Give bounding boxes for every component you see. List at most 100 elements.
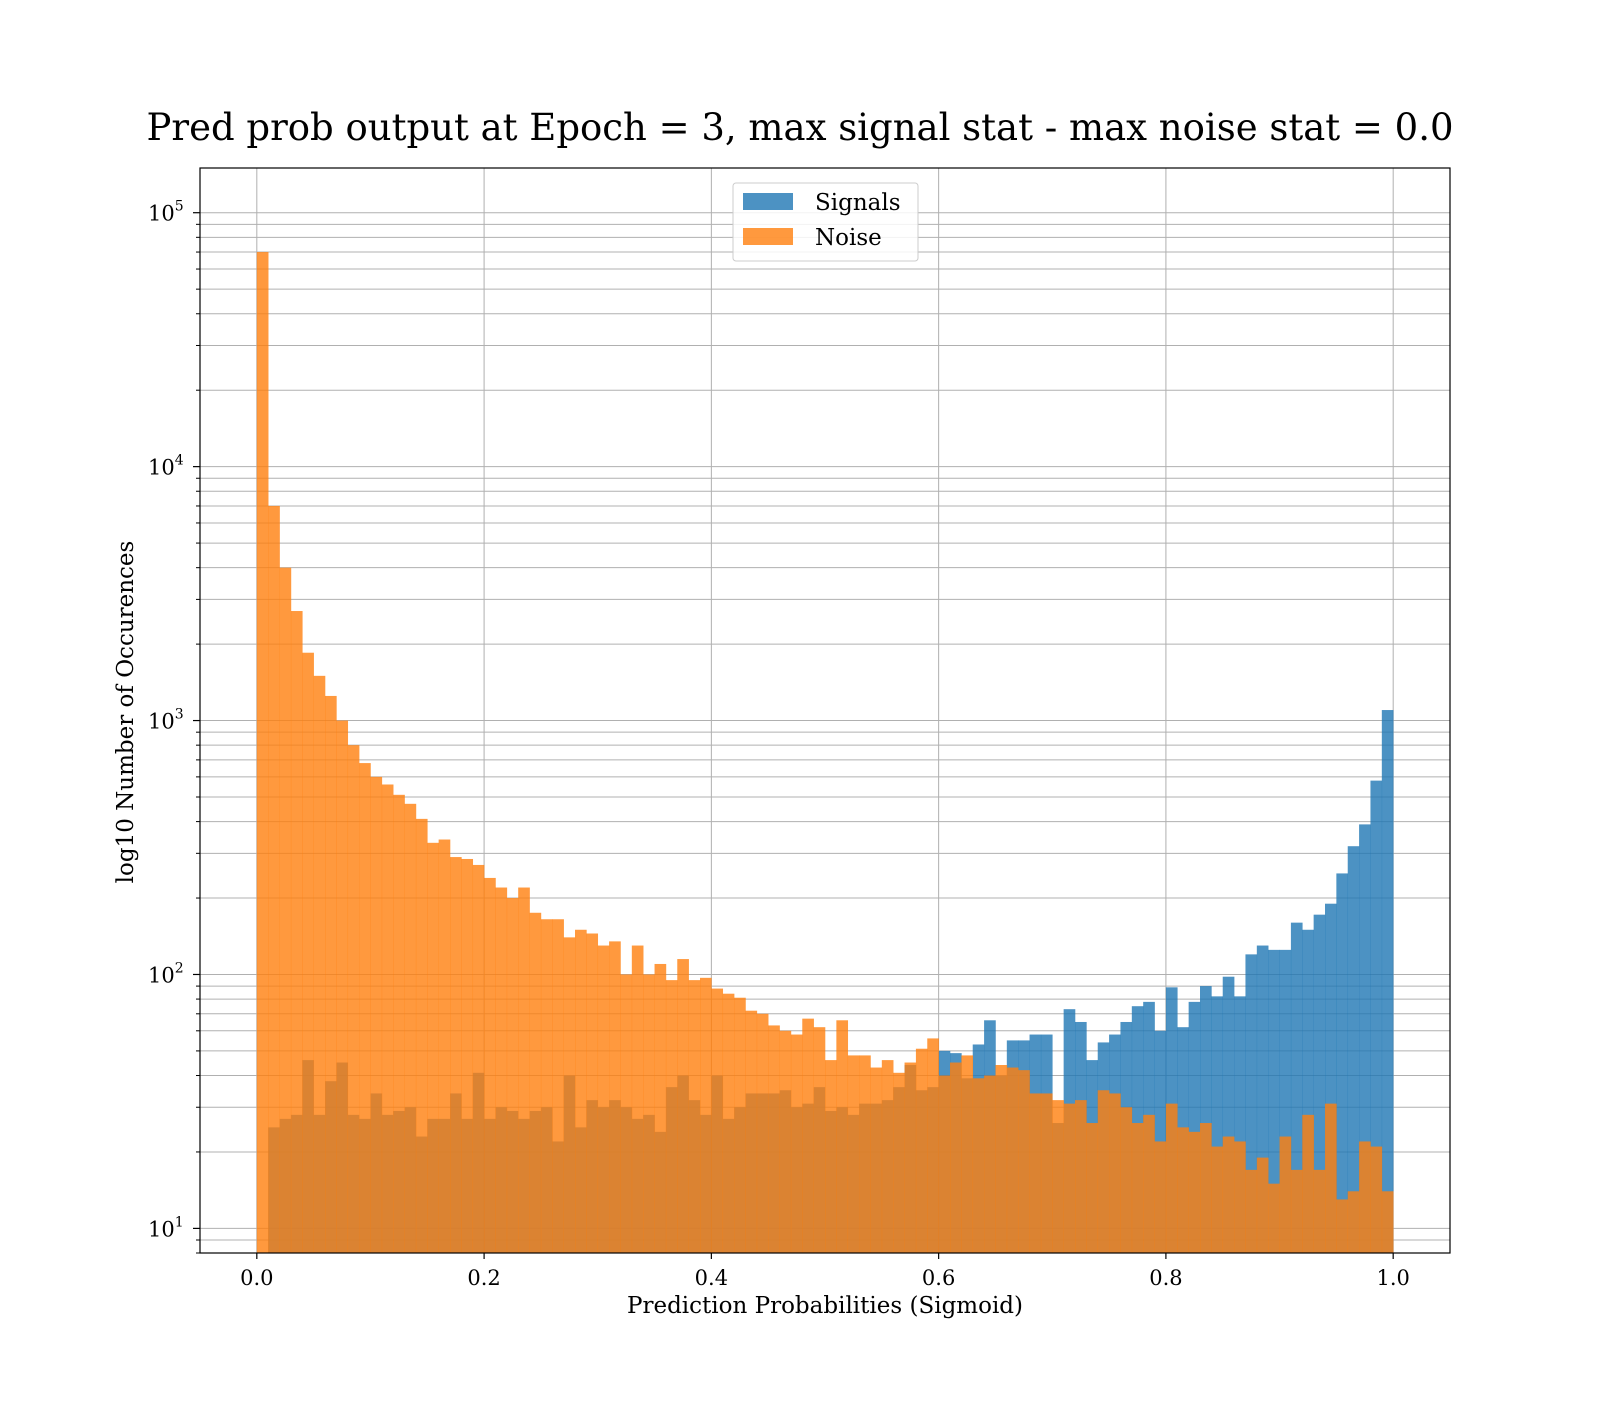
noise-bar bbox=[1234, 1141, 1246, 1253]
noise-bar bbox=[870, 1067, 883, 1253]
signal-bar bbox=[1381, 710, 1394, 1253]
noise-bar bbox=[1347, 1191, 1360, 1253]
noise-bar bbox=[347, 745, 360, 1253]
signal-bar bbox=[1370, 780, 1383, 1253]
noise-bar bbox=[654, 963, 667, 1253]
signal-bar bbox=[1188, 1001, 1201, 1253]
noise-bar bbox=[279, 567, 292, 1253]
y-tick-label: 105 bbox=[148, 199, 184, 226]
noise-bar bbox=[450, 857, 462, 1253]
noise-bar bbox=[927, 1038, 939, 1253]
noise-bar bbox=[484, 877, 496, 1253]
noise-bar bbox=[790, 1034, 803, 1253]
y-axis-ticks: 101 102 103 104 105 bbox=[148, 199, 200, 1254]
signal-bar bbox=[1313, 914, 1326, 1253]
y-axis-label: log10 Number of Occurences bbox=[113, 541, 139, 884]
signal-bar bbox=[1245, 954, 1258, 1253]
noise-bar bbox=[756, 1013, 769, 1253]
noise-bar bbox=[665, 980, 678, 1253]
noise-bar bbox=[1097, 1090, 1110, 1253]
noise-bar bbox=[506, 898, 519, 1253]
noise-bar bbox=[836, 1020, 849, 1253]
noise-bar bbox=[336, 720, 349, 1253]
noise-bar bbox=[1325, 1103, 1337, 1253]
noise-bar bbox=[438, 839, 451, 1253]
x-tick-label: 0.8 bbox=[1149, 1266, 1182, 1290]
noise-bar bbox=[950, 1062, 962, 1253]
noise-bar bbox=[302, 652, 314, 1253]
noise-bar bbox=[427, 842, 439, 1253]
noise-bar bbox=[1256, 1157, 1269, 1253]
noise-bar bbox=[722, 993, 735, 1253]
noise-bar bbox=[393, 794, 405, 1253]
noise-bar bbox=[768, 1025, 780, 1253]
signal-bar bbox=[1347, 846, 1360, 1253]
noise-bar bbox=[984, 1075, 996, 1253]
noise-bar bbox=[586, 933, 599, 1253]
noise-bar bbox=[461, 858, 474, 1253]
noise-bar bbox=[495, 887, 508, 1253]
noise-bar bbox=[1154, 1141, 1167, 1253]
noise-bar bbox=[915, 1048, 928, 1253]
noise-bar bbox=[972, 1078, 985, 1253]
noise-bar bbox=[620, 974, 633, 1253]
y-tick-label: 104 bbox=[148, 453, 184, 480]
noise-series-bars bbox=[256, 252, 1394, 1253]
x-tick-label: 0.4 bbox=[695, 1266, 728, 1290]
noise-bar bbox=[1018, 1070, 1030, 1253]
noise-bar bbox=[813, 1027, 826, 1253]
noise-bar bbox=[1313, 1169, 1326, 1253]
noise-bar bbox=[1245, 1169, 1258, 1253]
noise-bar bbox=[1381, 1191, 1394, 1253]
chart-title: Pred prob output at Epoch = 3, max signa… bbox=[146, 106, 1453, 149]
legend-label-noise: Noise bbox=[815, 225, 882, 251]
noise-bar bbox=[1131, 1123, 1144, 1253]
noise-bar bbox=[529, 912, 542, 1253]
noise-bar bbox=[802, 1018, 814, 1253]
noise-bar bbox=[688, 980, 701, 1253]
noise-bar bbox=[995, 1065, 1008, 1253]
noise-bar bbox=[404, 803, 417, 1253]
x-axis-label: Prediction Probabilities (Sigmoid) bbox=[627, 1293, 1023, 1319]
noise-bar bbox=[1040, 1093, 1053, 1253]
legend-label-signals: Signals bbox=[815, 190, 901, 216]
y-tick-label: 103 bbox=[148, 707, 184, 734]
signal-bar bbox=[1211, 996, 1224, 1253]
signal-bar bbox=[1256, 945, 1269, 1253]
x-tick-label: 0.2 bbox=[467, 1266, 500, 1290]
y-tick-label: 101 bbox=[148, 1214, 184, 1241]
noise-bar bbox=[1120, 1107, 1133, 1253]
noise-bar bbox=[1222, 1136, 1235, 1253]
x-tick-label: 0.6 bbox=[922, 1266, 955, 1290]
noise-bar bbox=[552, 919, 564, 1253]
noise-bar bbox=[1165, 1103, 1178, 1253]
chart-legend[interactable]: Signals Noise bbox=[732, 182, 919, 262]
noise-bar bbox=[370, 776, 383, 1253]
noise-bar bbox=[847, 1055, 860, 1253]
noise-bar bbox=[859, 1055, 871, 1253]
noise-bar bbox=[631, 945, 644, 1253]
noise-bar bbox=[597, 945, 610, 1253]
noise-bar bbox=[1086, 1123, 1099, 1253]
noise-bar bbox=[563, 937, 576, 1253]
noise-bar bbox=[1302, 1114, 1314, 1253]
signal-bar bbox=[1234, 996, 1246, 1253]
legend-swatch-signals bbox=[743, 193, 793, 210]
signal-bar bbox=[1359, 824, 1371, 1253]
noise-bar bbox=[1063, 1103, 1076, 1253]
x-axis-ticks: 0.0 0.2 0.4 0.6 0.8 1.0 bbox=[240, 1253, 1410, 1290]
noise-bar bbox=[1200, 1123, 1212, 1253]
noise-bar bbox=[290, 611, 303, 1253]
noise-bar bbox=[643, 974, 655, 1253]
noise-bar bbox=[1268, 1183, 1280, 1253]
y-tick-label: 102 bbox=[148, 960, 184, 987]
signal-bar bbox=[1279, 949, 1292, 1253]
noise-bar bbox=[825, 1060, 837, 1253]
noise-bar bbox=[711, 988, 724, 1253]
noise-bar bbox=[472, 864, 485, 1253]
x-tick-label: 1.0 bbox=[1376, 1266, 1409, 1290]
noise-bar bbox=[415, 818, 428, 1253]
plot-frame bbox=[199, 167, 1451, 1254]
noise-bar bbox=[359, 763, 371, 1253]
